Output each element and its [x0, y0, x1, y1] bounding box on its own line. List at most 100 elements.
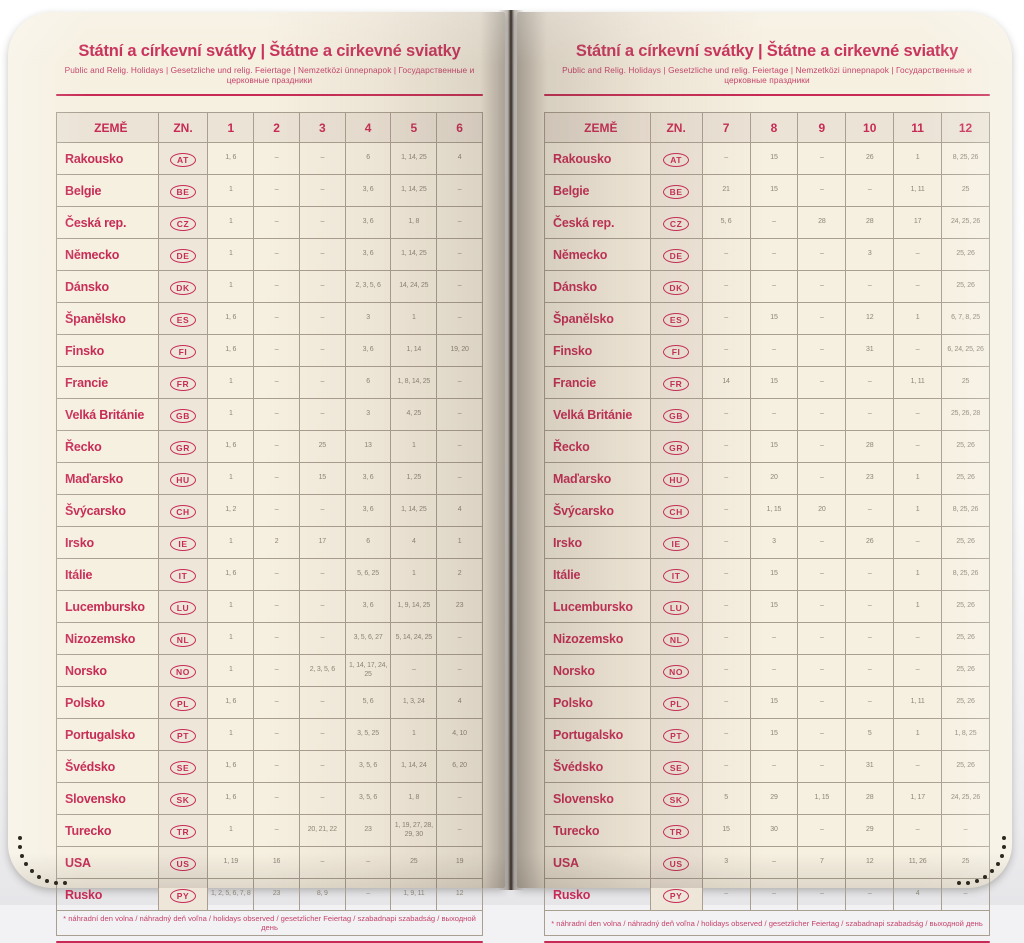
country-row: Irsko IE –3–26–25, 26 — [544, 526, 990, 560]
holiday-days-cell: 1, 14, 17, 24, 25 — [344, 654, 392, 688]
holiday-days-cell: – — [436, 430, 483, 464]
holiday-days-cell: – — [797, 622, 847, 656]
country-row: Dánsko DK 1– –2, 3, 5, 6 14, 24, 25– — [56, 270, 483, 304]
column-header-month: 5 — [390, 112, 438, 144]
holiday-days-cell: 25, 26, 28 — [941, 398, 990, 432]
holiday-days-cell: – — [797, 462, 847, 496]
holiday-days-cell: 1 — [207, 814, 255, 848]
holiday-days-cell: 1, 14, 25 — [390, 494, 438, 528]
holiday-days-cell: 6, 7, 8, 25 — [941, 302, 990, 336]
holiday-days-cell: – — [298, 846, 346, 880]
country-code-cell: SK — [649, 782, 703, 816]
holiday-days-cell: 8, 25, 26 — [941, 142, 990, 176]
country-code-badge: HU — [170, 472, 196, 487]
stitch-dot — [989, 868, 994, 873]
footnote-text: * náhradní den volna / náhradný deň voľn… — [544, 910, 990, 937]
country-name: Norsko — [56, 654, 159, 688]
holiday-days-cell: – — [701, 526, 751, 560]
footnote-row: * náhradní den volna / náhradný deň voľn… — [56, 910, 483, 937]
holiday-days-cell: 1, 6 — [207, 558, 255, 592]
country-row: Francie FR 1– –6 1, 8, 14, 25– — [56, 366, 483, 400]
holiday-days-cell: 1 — [390, 718, 438, 752]
country-code-cell: NO — [649, 654, 703, 688]
holiday-days-cell: – — [436, 654, 483, 688]
holiday-days-cell: 1 — [207, 590, 255, 624]
holiday-days-cell: – — [749, 750, 799, 784]
country-code-cell: GB — [157, 398, 209, 432]
country-name: Irsko — [56, 526, 159, 560]
holiday-days-cell: 1 — [207, 622, 255, 656]
country-name: Česká rep. — [56, 206, 159, 240]
column-header-month: 1 — [207, 112, 255, 144]
holiday-days-cell: – — [797, 878, 847, 912]
country-code-cell: HU — [649, 462, 703, 496]
country-row: Velká Británie GB – – – – –25, 26, 28 — [544, 398, 990, 432]
column-header-month: 8 — [749, 112, 799, 144]
holiday-days-cell: 1 — [893, 142, 943, 176]
holiday-days-cell: – — [253, 814, 300, 848]
country-code-cell: PL — [649, 686, 703, 720]
holiday-days-cell: 1 — [390, 558, 438, 592]
holiday-days-cell: – — [253, 206, 300, 240]
country-code-cell: NL — [157, 622, 209, 656]
country-code-badge: PY — [170, 888, 196, 903]
country-row: Německo DE 1– –3, 6 1, 14, 25– — [56, 238, 483, 272]
holiday-days-cell: 15 — [701, 814, 751, 848]
holiday-days-cell: 1 — [893, 494, 943, 528]
holiday-days-cell: – — [893, 526, 943, 560]
country-name: Portugalsko — [544, 718, 651, 752]
country-code-cell: IT — [649, 558, 703, 592]
holiday-days-cell: 1, 15 — [749, 494, 799, 528]
holiday-days-cell: – — [845, 686, 895, 720]
country-name: Velká Británie — [56, 398, 159, 432]
country-row: Portugalsko PT 1– –3, 5, 25 1 4, 10 — [56, 718, 483, 752]
holiday-days-cell: 1 — [390, 302, 438, 336]
holiday-days-cell: – — [344, 846, 392, 880]
country-code-badge: US — [170, 856, 196, 871]
country-code-cell: DE — [157, 238, 209, 272]
holiday-days-cell: 25, 26 — [941, 622, 990, 656]
holiday-days-cell: – — [893, 238, 943, 272]
holiday-days-cell: – — [845, 558, 895, 592]
holiday-days-cell: – — [797, 686, 847, 720]
holiday-days-cell: – — [845, 494, 895, 528]
column-header-month: 11 — [893, 112, 943, 144]
country-code-cell: DK — [649, 270, 703, 304]
holiday-days-cell: 7 — [797, 846, 847, 880]
column-header-month: 9 — [797, 112, 847, 144]
country-code-badge: DK — [170, 280, 196, 295]
holiday-days-cell: – — [701, 750, 751, 784]
holiday-days-cell: 1, 11 — [893, 174, 943, 208]
holiday-days-cell: – — [298, 686, 346, 720]
country-row: Nizozemsko NL – – – – –25, 26 — [544, 622, 990, 656]
country-row: Švýcarsko CH 1, 2– –3, 6 1, 14, 25 4 — [56, 494, 483, 528]
country-code-badge: SK — [170, 792, 196, 807]
country-code-badge: GB — [663, 408, 690, 423]
holiday-days-cell: – — [253, 750, 300, 784]
holiday-days-cell: 15 — [749, 174, 799, 208]
holiday-days-cell: 29 — [749, 782, 799, 816]
holiday-days-cell: 23 — [344, 814, 392, 848]
holiday-days-cell: 1 — [436, 526, 483, 560]
country-code-badge: NL — [663, 632, 690, 647]
country-code-cell: LU — [649, 590, 703, 624]
holiday-days-cell: 15 — [298, 462, 346, 496]
holiday-days-cell: 1, 14, 25 — [390, 238, 438, 272]
country-row: Polsko PL 1, 6– –5, 6 1, 3, 24 4 — [56, 686, 483, 720]
country-name: Itálie — [56, 558, 159, 592]
country-code-badge: NO — [170, 664, 196, 679]
holiday-days-cell: 2 — [436, 558, 483, 592]
holiday-days-cell: – — [253, 654, 300, 688]
holiday-days-cell: 1 — [207, 398, 255, 432]
holiday-days-cell: 28 — [797, 206, 847, 240]
country-row: Německo DE – – –3–25, 26 — [544, 238, 990, 272]
holiday-days-cell: 28 — [845, 430, 895, 464]
holiday-days-cell: 1, 8, 14, 25 — [390, 366, 438, 400]
country-row: Finsko FI – – –31–6, 24, 25, 26 — [544, 334, 990, 368]
footnote-text: * náhradní den volna / náhradný deň voľn… — [56, 910, 483, 937]
holiday-days-cell: 19, 20 — [436, 334, 483, 368]
country-code-badge: DE — [663, 248, 690, 263]
country-code-badge: PT — [663, 728, 690, 743]
stitch-dot — [995, 862, 1000, 867]
stitch-dot — [983, 874, 988, 879]
